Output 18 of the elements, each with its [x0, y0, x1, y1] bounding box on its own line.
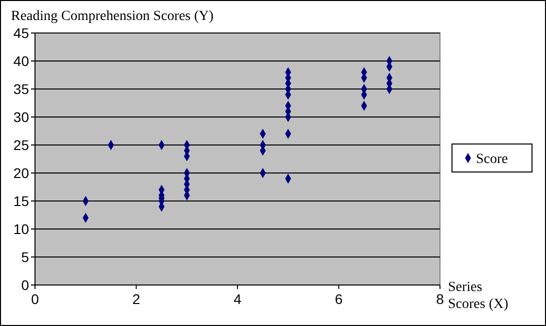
y-tick-label: 15	[13, 192, 30, 209]
y-tick-label: 0	[21, 276, 30, 293]
legend-label: Score	[476, 152, 508, 167]
y-tick-label: 20	[13, 164, 30, 181]
y-tick-label: 40	[13, 52, 30, 69]
y-tick-label: 30	[13, 108, 30, 125]
y-tick-label: 5	[21, 248, 30, 265]
x-tick-label: 4	[234, 291, 242, 307]
y-tick-label: 10	[13, 220, 30, 237]
x-axis-title: Series Scores (X)	[448, 280, 509, 312]
y-tick-label: 45	[13, 24, 30, 41]
y-tick-label: 35	[13, 80, 30, 97]
x-tick-label: 6	[334, 291, 343, 307]
x-tick-label: 0	[31, 291, 40, 307]
x-tick-label: 8	[436, 291, 444, 307]
x-tick-label: 2	[132, 291, 140, 307]
y-axis-title: Reading Comprehension Scores (Y)	[11, 9, 214, 24]
y-tick-label: 25	[13, 136, 30, 153]
